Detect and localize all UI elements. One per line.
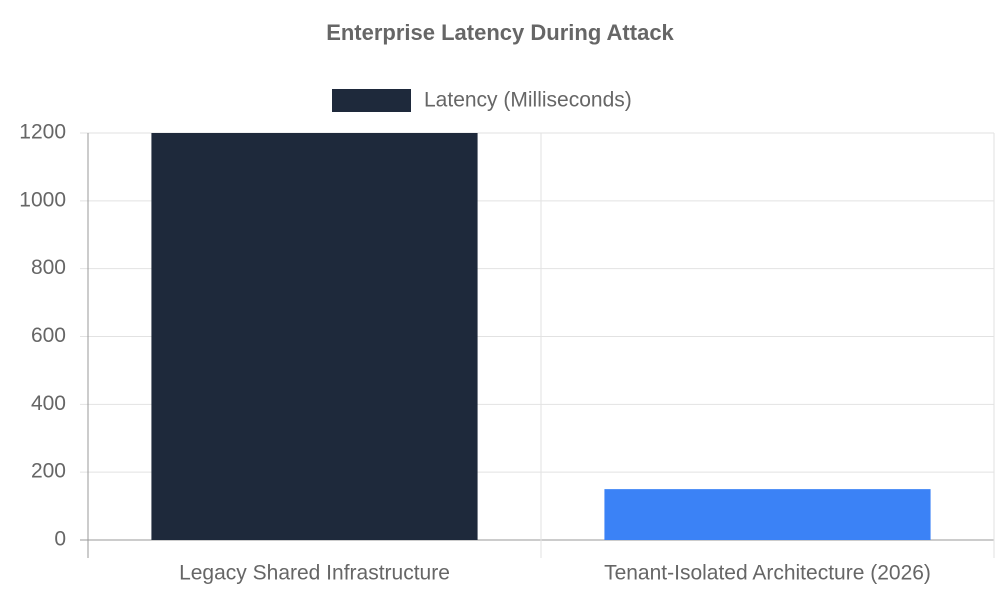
y-tick-label: 400 <box>31 392 66 415</box>
y-tick-label: 200 <box>31 460 66 483</box>
bar <box>604 489 931 540</box>
bar <box>151 133 478 540</box>
x-tick-label: Tenant-Isolated Architecture (2026) <box>604 562 931 585</box>
chart-title: Enterprise Latency During Attack <box>326 20 674 45</box>
y-tick-label: 600 <box>31 324 66 347</box>
y-tick-label: 800 <box>31 256 66 279</box>
x-tick-label: Legacy Shared Infrastructure <box>179 562 450 585</box>
y-tick-label: 1200 <box>19 121 66 144</box>
legend-label: Latency (Milliseconds) <box>424 89 632 112</box>
legend-swatch <box>332 89 411 112</box>
y-tick-label: 0 <box>54 528 66 551</box>
y-tick-label: 1000 <box>19 188 66 211</box>
